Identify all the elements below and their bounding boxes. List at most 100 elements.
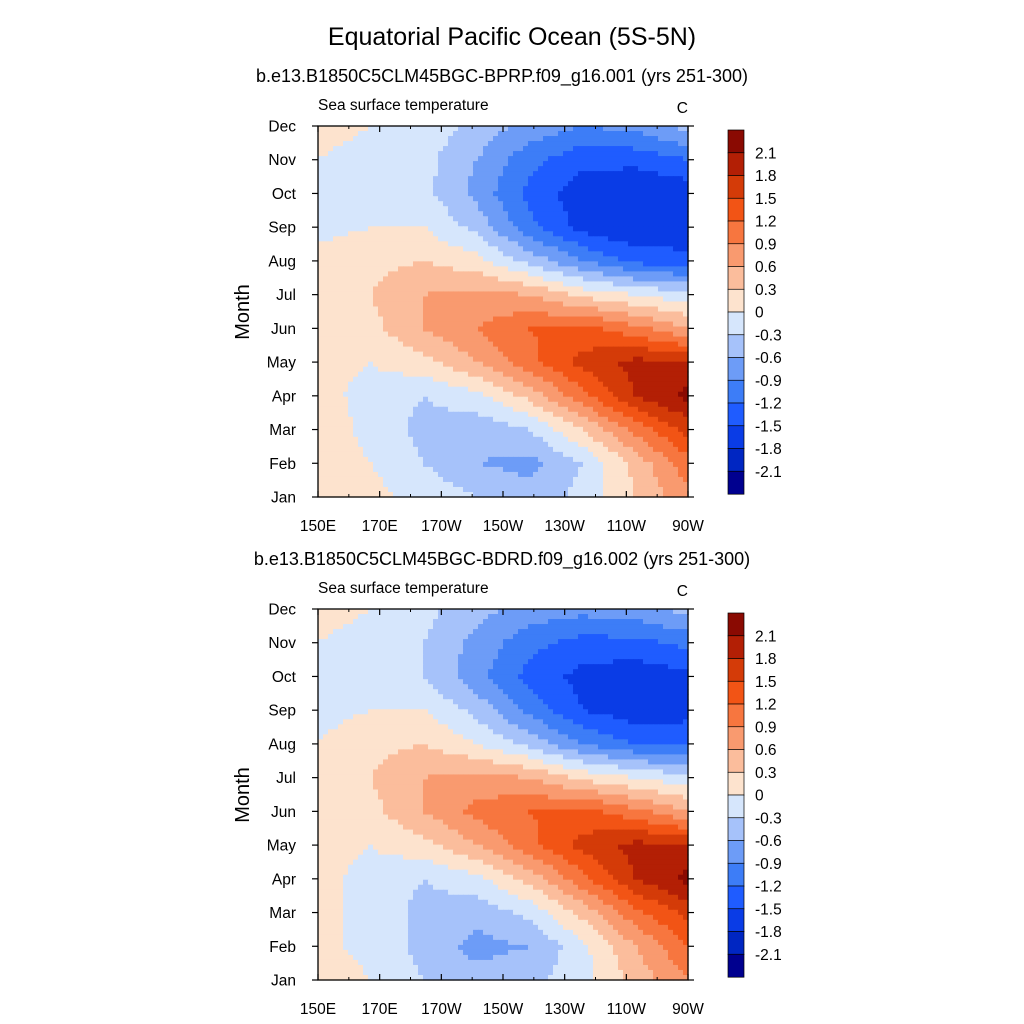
contour-cell <box>508 381 514 388</box>
contour-cell <box>438 271 444 277</box>
contour-cell <box>678 316 684 323</box>
contour-cell <box>438 381 444 388</box>
contour-cell <box>353 161 359 167</box>
contour-cell <box>433 336 439 343</box>
contour-cell <box>588 156 594 162</box>
contour-cell <box>438 251 444 257</box>
contour-cell <box>668 346 674 353</box>
contour-cell <box>618 396 624 403</box>
contour-cell <box>668 241 674 247</box>
contour-cell <box>523 166 529 172</box>
contour-cell <box>633 221 639 227</box>
contour-cell <box>338 126 344 132</box>
contour-cell <box>673 416 679 423</box>
contour-cell <box>573 296 579 303</box>
contour-cell <box>523 306 529 313</box>
contour-cell <box>523 241 529 247</box>
contour-cell <box>473 286 479 293</box>
contour-cell <box>523 291 529 298</box>
contour-cell <box>503 126 509 132</box>
contour-cell <box>603 136 609 142</box>
contour-cell <box>343 156 349 162</box>
contour-cell <box>398 351 404 358</box>
contour-cell <box>448 201 454 207</box>
contour-cell <box>473 246 479 252</box>
contour-cell <box>513 201 519 207</box>
contour-cell <box>678 451 684 458</box>
contour-cell <box>503 406 509 413</box>
contour-cell <box>433 356 439 363</box>
contour-cell <box>413 391 419 398</box>
contour-cell <box>463 426 469 433</box>
contour-cell <box>518 336 524 343</box>
contour-cell <box>428 286 434 293</box>
contour-cell <box>633 246 639 252</box>
contour-cell <box>473 401 479 408</box>
contour-cell <box>588 366 594 373</box>
contour-cell <box>608 186 614 192</box>
contour-cell <box>518 216 524 222</box>
contour-cell <box>473 161 479 167</box>
contour-cell <box>593 366 599 373</box>
contour-cell <box>608 446 614 453</box>
contour-cell <box>603 241 609 247</box>
contour-cell <box>593 191 599 197</box>
contour-cell <box>583 241 589 247</box>
contour-cell <box>368 346 374 353</box>
contour-cell <box>348 341 354 348</box>
contour-cell <box>448 186 454 192</box>
contour-cell <box>383 361 389 368</box>
contour-cell <box>428 141 434 147</box>
contour-cell <box>413 151 419 157</box>
contour-cell <box>628 441 634 448</box>
contour-cell <box>383 281 389 288</box>
contour-cell <box>618 416 624 423</box>
contour-cell <box>573 396 579 403</box>
contour-cell <box>318 256 324 262</box>
contour-cell <box>623 371 629 378</box>
contour-cell <box>508 341 514 348</box>
contour-cell <box>583 376 589 383</box>
contour-cell <box>528 196 534 202</box>
contour-cell <box>608 276 614 283</box>
contour-cell <box>413 306 419 313</box>
contour-cell <box>363 396 369 403</box>
contour-cell <box>433 441 439 448</box>
contour-cell <box>663 326 669 333</box>
contour-cell <box>633 286 639 293</box>
contour-cell <box>333 131 339 137</box>
contour-cell <box>683 401 689 408</box>
contour-cell <box>523 261 529 267</box>
contour-cell <box>423 216 429 222</box>
contour-cell <box>643 216 649 222</box>
contour-cell <box>538 266 544 272</box>
contour-cell <box>683 151 689 157</box>
contour-cell <box>563 391 569 398</box>
contour-cell <box>683 386 689 393</box>
contour-cell <box>328 321 334 328</box>
contour-cell <box>568 166 574 172</box>
contour-cell <box>468 181 474 187</box>
contour-cell <box>388 241 394 247</box>
contour-cell <box>353 446 359 453</box>
contour-cell <box>553 221 559 227</box>
contour-cell <box>598 196 604 202</box>
contour-cell <box>443 346 449 353</box>
contour-cell <box>553 146 559 152</box>
contour-cell <box>363 371 369 378</box>
contour-cell <box>418 191 424 197</box>
contour-cell <box>678 226 684 232</box>
contour-cell <box>353 201 359 207</box>
contour-cell <box>598 221 604 227</box>
contour-cell <box>493 166 499 172</box>
contour-cell <box>473 256 479 262</box>
contour-cell <box>648 306 654 313</box>
contour-cell <box>568 256 574 262</box>
contour-cell <box>333 241 339 247</box>
contour-cell <box>608 351 614 358</box>
contour-cell <box>408 141 414 147</box>
contour-cell <box>478 381 484 388</box>
contour-cell <box>558 361 564 368</box>
contour-cell <box>518 221 524 227</box>
contour-cell <box>638 401 644 408</box>
